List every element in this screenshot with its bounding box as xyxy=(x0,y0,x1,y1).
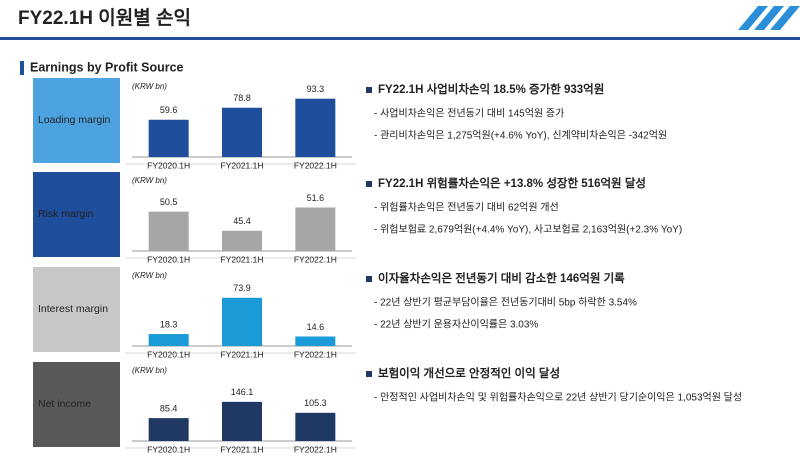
x-tick-label: FY2020.1H xyxy=(147,349,190,359)
value-label: 45.4 xyxy=(233,216,251,226)
section-title: Earnings by Profit Source xyxy=(30,60,184,74)
point: - 위험률차손익은 전년동기 대비 62억원 개선 xyxy=(374,201,559,214)
bar xyxy=(222,230,262,251)
point: - 22년 상반기 평균부담이율은 전년동기대비 5bp 하락한 3.54% xyxy=(374,296,637,309)
value-label: 146.1 xyxy=(231,387,254,397)
bar xyxy=(295,412,336,441)
headline: 이자율차손익은 전년동기 대비 감소한 146억원 기록 xyxy=(378,271,625,285)
bar xyxy=(148,211,189,251)
row-label-box xyxy=(33,362,120,447)
bar xyxy=(222,107,262,157)
value-label: 78.8 xyxy=(233,93,251,103)
bullet-square xyxy=(366,181,372,187)
chart-unit: (KRW bn) xyxy=(132,176,167,185)
x-tick-label: FY2021.1H xyxy=(221,160,264,170)
x-tick-label: FY2020.1H xyxy=(147,444,190,454)
value-label: 18.3 xyxy=(160,319,178,329)
x-tick-label: FY2020.1H xyxy=(147,160,190,170)
row-label: Loading margin xyxy=(38,114,111,126)
chart-unit: (KRW bn) xyxy=(132,82,167,91)
bar xyxy=(222,401,262,441)
row-label: Risk margin xyxy=(38,208,94,220)
bar xyxy=(148,334,189,346)
x-tick-label: FY2021.1H xyxy=(221,254,264,264)
x-tick-label: FY2022.1H xyxy=(294,444,337,454)
x-tick-label: FY2022.1H xyxy=(294,349,337,359)
x-tick-label: FY2021.1H xyxy=(221,349,264,359)
title-rule xyxy=(0,37,800,40)
bar xyxy=(295,207,336,251)
x-tick-label: FY2022.1H xyxy=(294,160,337,170)
value-label: 105.3 xyxy=(304,398,327,408)
bullet-square xyxy=(366,371,372,377)
x-tick-label: FY2021.1H xyxy=(221,444,264,454)
point: - 사업비차손익은 전년동기 대비 145억원 증가 xyxy=(374,107,564,120)
headline: FY22.1H 사업비차손익 18.5% 증가한 933억원 xyxy=(378,82,604,96)
headline: FY22.1H 위험률차손익은 +13.8% 성장한 516억원 달성 xyxy=(378,176,646,190)
bar xyxy=(222,297,262,346)
value-label: 51.6 xyxy=(307,193,325,203)
point: - 위험보험료 2,679억원(+4.4% YoY), 사고보험료 2,163억… xyxy=(374,223,682,236)
value-label: 73.9 xyxy=(233,283,251,293)
row-label-box xyxy=(33,78,120,163)
bullet-square xyxy=(366,276,372,282)
chart-unit: (KRW bn) xyxy=(132,271,167,280)
value-label: 59.6 xyxy=(160,105,178,115)
value-label: 93.3 xyxy=(307,84,325,94)
point: - 안정적인 사업비차손익 및 위험률차손익으로 22년 상반기 당기순이익은 … xyxy=(374,391,742,404)
bar xyxy=(295,336,336,346)
value-label: 85.4 xyxy=(160,404,178,414)
section-marker xyxy=(20,61,24,75)
bar xyxy=(148,119,189,157)
point: - 관리비차손익은 1,275억원(+4.6% YoY), 신계약비차손익은 -… xyxy=(374,130,667,142)
point: - 22년 상반기 운용자산이익률은 3.03% xyxy=(374,319,538,331)
row-label: Net income xyxy=(38,398,91,410)
chart-unit: (KRW bn) xyxy=(132,366,167,375)
bar xyxy=(295,98,336,157)
x-tick-label: FY2020.1H xyxy=(147,254,190,264)
slide-title: FY22.1H 이원별 손익 xyxy=(18,7,191,29)
headline: 보험이익 개선으로 안정적인 이익 달성 xyxy=(378,366,560,380)
row-label: Interest margin xyxy=(38,303,108,315)
stripes xyxy=(738,6,800,30)
value-label: 14.6 xyxy=(307,322,325,332)
bar xyxy=(148,418,189,441)
row-label-box xyxy=(33,172,120,257)
row-label-box xyxy=(33,267,120,352)
bullet-square xyxy=(366,87,372,93)
value-label: 50.5 xyxy=(160,197,178,207)
x-tick-label: FY2022.1H xyxy=(294,254,337,264)
